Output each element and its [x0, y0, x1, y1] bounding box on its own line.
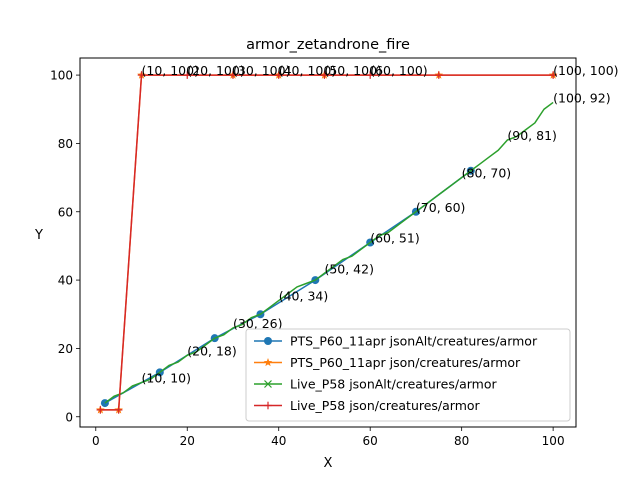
annotation-13: (40, 100) — [279, 63, 336, 78]
annotation-4: (50, 42) — [324, 261, 374, 276]
annotation-1: (20, 18) — [187, 343, 237, 358]
annotation-16: (100, 100) — [553, 63, 618, 78]
annotation-5: (60, 51) — [370, 231, 420, 246]
x-tick-label-2: 40 — [271, 434, 286, 448]
series-3-point-1 — [114, 406, 123, 414]
y-tick-label-0: 0 — [65, 410, 73, 424]
annotation-12: (30, 100) — [233, 63, 290, 78]
legend-entry-0: PTS_P60_11apr jsonAlt/creatures/armor — [254, 334, 538, 349]
plot-area: (10, 10) (20, 18) (30, 26) (40, 34) (50, 42)… — [96, 63, 619, 414]
annotation-15: (60, 100) — [370, 63, 427, 78]
x-tick-label-1: 20 — [180, 434, 195, 448]
series-2 — [104, 101, 554, 404]
legend-swatch-marker-0 — [264, 337, 272, 345]
x-tick-label-5: 100 — [542, 434, 565, 448]
annotation-6: (70, 60) — [416, 200, 466, 215]
legend-entry-2: Live_P58 jsonAlt/creatures/armor — [254, 377, 497, 392]
legend: PTS_P60_11apr jsonAlt/creatures/armor PTS… — [245, 328, 571, 422]
series-line-2 — [104, 101, 554, 404]
annotation-7: (80, 70) — [462, 166, 512, 181]
series-3-point-8 — [434, 71, 443, 79]
series-3-point-5 — [274, 71, 283, 79]
legend-box — [245, 328, 571, 422]
series-3-point-3 — [183, 71, 192, 79]
series-3-point-0 — [96, 406, 105, 414]
series-3-point-2 — [137, 71, 146, 79]
legend-label-3: Live_P58 json/creatures/armor — [290, 398, 481, 413]
series-3-point-9 — [549, 71, 557, 79]
series-3 — [96, 71, 557, 414]
annotation-14: (50, 100) — [324, 63, 381, 78]
annotation-10: (10, 100) — [142, 63, 199, 78]
axes-frame — [79, 57, 577, 428]
legend-entry-1: PTS_P60_11apr json/creatures/armor — [254, 355, 521, 370]
x-tick-label-0: 0 — [92, 434, 100, 448]
annotations: (10, 10) (20, 18) (30, 26) (40, 34) (50, 42)… — [142, 63, 619, 386]
x-tick-label-3: 60 — [363, 434, 378, 448]
y-axis-label: Y — [34, 228, 43, 243]
series-3-point-4 — [229, 71, 237, 79]
series-line-3 — [100, 74, 554, 411]
annotation-11: (20, 100) — [187, 63, 244, 78]
y-tick-label-3: 60 — [58, 205, 73, 219]
y-tick-label-4: 80 — [58, 137, 73, 151]
y-tick-label-1: 20 — [58, 342, 73, 356]
axis-ticks: 0 20 40 60 80 100 0 20 40 60 80 100 — [50, 69, 564, 448]
annotation-9: (100, 92) — [553, 90, 610, 105]
legend-swatch-marker-2 — [264, 380, 272, 388]
chart-title: armor_zetandrone_fire — [246, 37, 410, 53]
annotation-8: (90, 81) — [507, 128, 557, 143]
legend-label-2: Live_P58 jsonAlt/creatures/armor — [290, 377, 497, 392]
x-tick-label-4: 80 — [454, 434, 469, 448]
annotation-2: (30, 26) — [233, 316, 283, 331]
annotation-0: (10, 10) — [142, 371, 192, 386]
legend-label-1: PTS_P60_11apr json/creatures/armor — [290, 355, 521, 370]
x-axis-label: X — [324, 456, 333, 471]
y-tick-label-5: 100 — [50, 69, 73, 83]
series-3-point-6 — [320, 71, 329, 79]
y-tick-label-2: 40 — [58, 274, 73, 288]
legend-label-0: PTS_P60_11apr jsonAlt/creatures/armor — [290, 334, 538, 349]
legend-swatch-marker-3 — [264, 401, 272, 410]
legend-swatch-marker-1 — [263, 358, 273, 367]
series-3-point-7 — [366, 71, 374, 79]
legend-entry-3: Live_P58 json/creatures/armor — [254, 398, 481, 413]
annotation-3: (40, 34) — [279, 289, 329, 304]
